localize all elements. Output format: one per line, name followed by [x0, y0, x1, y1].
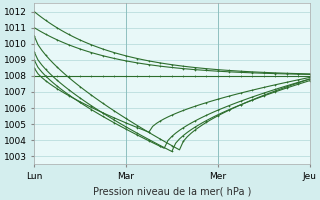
X-axis label: Pression niveau de la mer( hPa ): Pression niveau de la mer( hPa ): [92, 187, 251, 197]
